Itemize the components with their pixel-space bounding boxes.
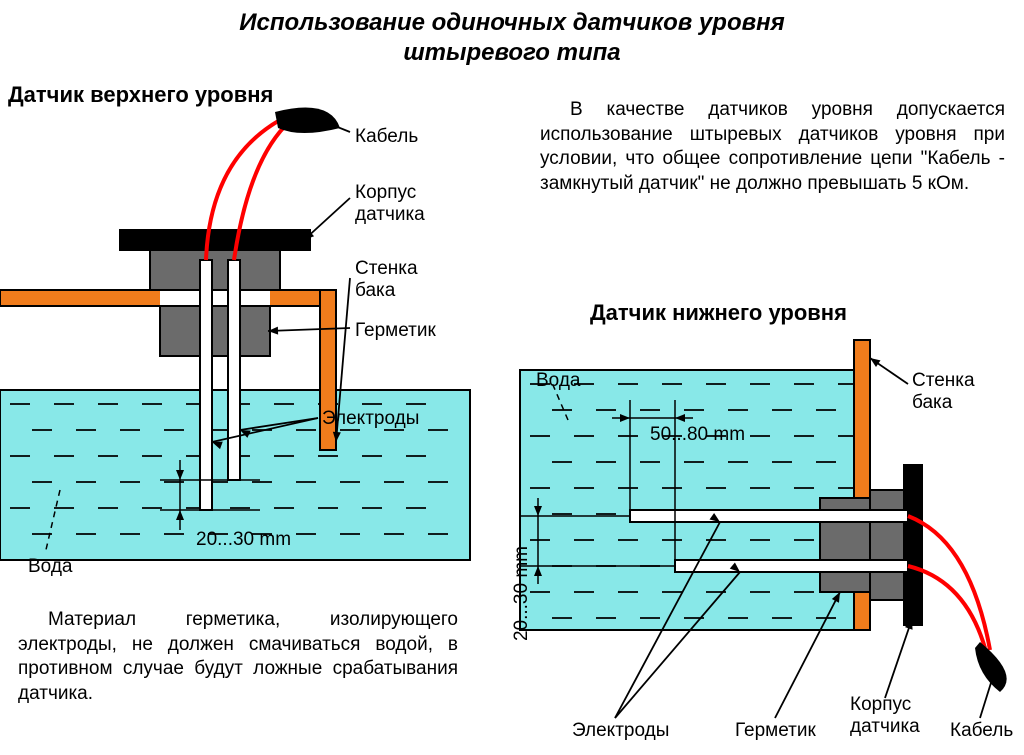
label-dim-top: 20...30 mm bbox=[196, 529, 291, 551]
title-line-1: Использование одиночных датчиков уровня bbox=[239, 9, 784, 36]
page-title: Использование одиночных датчиков уровня … bbox=[0, 8, 1024, 68]
label-sensor-body-top: Корпус датчика bbox=[355, 182, 425, 226]
label-sealant-top: Герметик bbox=[355, 320, 436, 342]
label-cable-bottom: Кабель bbox=[950, 720, 1013, 742]
label-electrodes-top: Электроды bbox=[322, 408, 419, 430]
label-tank-wall-bottom: Стенка бака bbox=[912, 370, 975, 414]
label-sealant-bottom: Герметик bbox=[735, 720, 816, 742]
label-water-top: Вода bbox=[28, 556, 72, 578]
label-dim-h-bottom: 50...80 mm bbox=[650, 424, 745, 446]
bottom-sensor-heading: Датчик нижнего уровня bbox=[590, 300, 847, 326]
label-cable-top: Кабель bbox=[355, 126, 418, 148]
label-electrodes-bottom: Электроды bbox=[572, 720, 669, 742]
title-line-2: штыревого типа bbox=[403, 39, 620, 66]
paragraph-left: Материал герметика, изолирующего электро… bbox=[18, 608, 458, 707]
top-sensor-heading: Датчик верхнего уровня bbox=[8, 82, 273, 108]
label-dim-v-bottom: 20...30 mm bbox=[511, 546, 533, 641]
label-sensor-body-bottom: Корпус датчика bbox=[850, 694, 920, 738]
label-tank-wall-top: Стенка бака bbox=[355, 258, 418, 302]
label-water-bottom: Вода bbox=[536, 370, 580, 392]
paragraph-right: В качестве датчиков уровня допускается и… bbox=[540, 98, 1005, 197]
